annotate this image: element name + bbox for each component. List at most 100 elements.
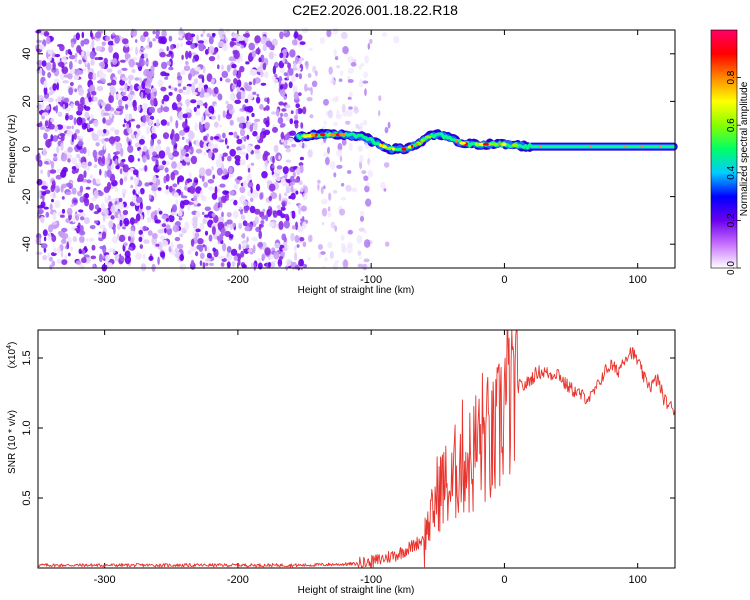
noise-speckle bbox=[117, 202, 124, 210]
noise-speckle bbox=[139, 77, 143, 84]
noise-speckle bbox=[60, 142, 64, 152]
noise-speckle bbox=[184, 221, 190, 231]
noise-speckle bbox=[213, 214, 219, 224]
noise-speckle bbox=[98, 69, 104, 79]
noise-speckle bbox=[38, 161, 42, 166]
noise-speckle bbox=[51, 180, 56, 188]
snr-y-multiplier: (x104) bbox=[6, 342, 18, 369]
noise-speckle bbox=[384, 126, 389, 134]
noise-speckle bbox=[262, 44, 267, 52]
noise-speckle bbox=[227, 155, 232, 162]
noise-speckle bbox=[290, 232, 295, 242]
noise-speckle bbox=[63, 97, 69, 103]
ridge-hotspot bbox=[415, 142, 419, 147]
noise-speckle bbox=[190, 259, 195, 266]
noise-speckle bbox=[40, 243, 48, 249]
noise-speckle bbox=[281, 78, 286, 85]
noise-speckle bbox=[310, 86, 313, 96]
noise-speckle bbox=[60, 169, 67, 178]
noise-speckle bbox=[135, 62, 139, 66]
noise-speckle bbox=[162, 160, 167, 166]
y-tick-label: -20 bbox=[21, 189, 33, 205]
noise-speckle bbox=[77, 103, 84, 113]
noise-speckle bbox=[128, 154, 135, 163]
noise-speckle bbox=[196, 104, 200, 109]
noise-speckle bbox=[201, 211, 205, 215]
noise-speckle bbox=[177, 211, 183, 217]
noise-speckle bbox=[74, 162, 82, 169]
noise-speckle bbox=[171, 204, 178, 213]
noise-speckle bbox=[295, 221, 298, 231]
noise-speckle bbox=[253, 262, 256, 271]
noise-speckle bbox=[109, 110, 113, 119]
noise-speckle bbox=[68, 240, 72, 245]
noise-speckle bbox=[117, 157, 121, 164]
noise-speckle bbox=[88, 202, 94, 211]
noise-speckle bbox=[73, 199, 78, 204]
snr-x-tick-labels: -300 -200 -100 0 100 bbox=[94, 574, 647, 586]
noise-speckle bbox=[278, 220, 284, 230]
noise-speckle bbox=[239, 206, 242, 211]
noise-speckle bbox=[246, 115, 249, 122]
noise-speckle bbox=[61, 56, 67, 64]
noise-speckle bbox=[193, 195, 198, 201]
noise-speckle bbox=[332, 262, 339, 271]
snr-y-axis-label: SNR (10 * v/v) bbox=[7, 410, 18, 474]
noise-speckle bbox=[73, 132, 77, 140]
noise-speckle bbox=[192, 216, 198, 223]
noise-speckle bbox=[74, 100, 80, 106]
noise-speckle bbox=[88, 237, 95, 242]
noise-speckle bbox=[48, 232, 52, 241]
noise-speckle bbox=[40, 126, 45, 130]
noise-speckle bbox=[356, 234, 363, 244]
noise-speckle bbox=[271, 38, 278, 47]
colorbar-label: Normalized spectral amplitude bbox=[739, 81, 750, 216]
ridge-hotspot bbox=[640, 145, 643, 148]
noise-speckle bbox=[355, 123, 360, 129]
noise-speckle bbox=[69, 68, 76, 75]
noise-speckle bbox=[166, 121, 170, 126]
noise-speckle bbox=[101, 41, 107, 47]
noise-speckle bbox=[324, 256, 328, 262]
noise-speckle bbox=[199, 140, 205, 149]
y-tick-label: 0 bbox=[21, 146, 33, 152]
noise-speckle bbox=[77, 135, 80, 140]
noise-speckle bbox=[302, 192, 308, 201]
noise-speckle bbox=[384, 241, 390, 247]
noise-speckle bbox=[291, 39, 299, 46]
noise-speckle bbox=[336, 164, 343, 169]
noise-speckle bbox=[339, 70, 344, 76]
noise-speckle bbox=[145, 88, 152, 94]
noise-speckle bbox=[340, 31, 348, 40]
noise-speckle bbox=[50, 118, 55, 123]
noise-speckle bbox=[180, 191, 184, 198]
noise-speckle bbox=[169, 115, 173, 123]
noise-speckle bbox=[71, 166, 77, 171]
noise-speckle bbox=[43, 247, 47, 253]
noise-speckle bbox=[159, 235, 165, 240]
noise-speckle bbox=[111, 79, 117, 86]
noise-speckle bbox=[108, 220, 114, 229]
noise-speckle bbox=[268, 183, 276, 192]
noise-speckle bbox=[220, 35, 225, 40]
noise-speckle bbox=[39, 44, 45, 50]
noise-speckle bbox=[299, 204, 302, 208]
noise-speckle bbox=[133, 83, 140, 92]
noise-speckle bbox=[229, 41, 237, 46]
noise-speckle bbox=[309, 114, 314, 119]
noise-speckle bbox=[152, 151, 158, 157]
noise-speckle bbox=[66, 241, 70, 250]
noise-speckle bbox=[211, 226, 216, 235]
noise-speckle bbox=[57, 231, 63, 235]
noise-speckle bbox=[204, 121, 211, 129]
noise-speckle bbox=[285, 159, 292, 163]
noise-speckle bbox=[184, 186, 188, 191]
noise-speckle bbox=[264, 71, 269, 79]
noise-speckle bbox=[122, 192, 126, 199]
noise-speckle bbox=[71, 169, 76, 175]
noise-speckle bbox=[118, 197, 123, 203]
noise-speckle bbox=[218, 153, 221, 161]
noise-speckle bbox=[284, 145, 291, 149]
noise-speckle bbox=[251, 50, 257, 58]
noise-speckle bbox=[69, 246, 74, 252]
